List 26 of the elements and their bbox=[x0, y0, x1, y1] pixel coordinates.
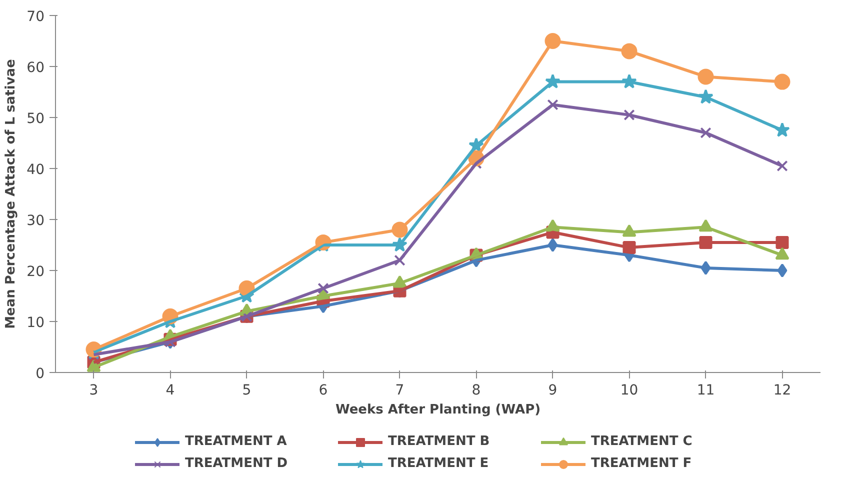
y-tick-label: 40 bbox=[26, 162, 45, 178]
legend-label: TREATMENT B bbox=[388, 434, 491, 449]
x-tick-label: 8 bbox=[472, 382, 481, 398]
legend-label: TREATMENT C bbox=[591, 434, 694, 449]
y-tick-label: 30 bbox=[26, 213, 45, 229]
y-tick-label: 70 bbox=[26, 9, 45, 25]
x-tick-label: 4 bbox=[166, 382, 175, 398]
x-tick-label: 3 bbox=[89, 382, 98, 398]
legend-label: TREATMENT E bbox=[388, 456, 490, 471]
legend-label: TREATMENT D bbox=[185, 456, 289, 471]
legend-label: TREATMENT F bbox=[591, 456, 693, 471]
y-tick-label: 10 bbox=[26, 315, 45, 331]
x-tick-label: 9 bbox=[548, 382, 558, 398]
y-tick-label: 20 bbox=[26, 264, 45, 280]
x-tick-label: 10 bbox=[620, 382, 638, 398]
y-tick-label: 60 bbox=[26, 60, 45, 76]
y-tick-label: 50 bbox=[26, 111, 45, 127]
y-axis-title: Mean Percentage Attack of L sativae bbox=[4, 58, 19, 329]
legend-label: TREATMENT A bbox=[185, 434, 288, 449]
x-tick-label: 7 bbox=[395, 382, 404, 398]
x-tick-label: 5 bbox=[242, 382, 252, 398]
y-tick-label: 0 bbox=[36, 366, 45, 382]
x-axis-title: Weeks After Planting (WAP) bbox=[335, 402, 541, 418]
x-tick-label: 12 bbox=[773, 382, 792, 398]
x-tick-label: 11 bbox=[696, 382, 715, 398]
x-tick-label: 6 bbox=[318, 382, 328, 398]
